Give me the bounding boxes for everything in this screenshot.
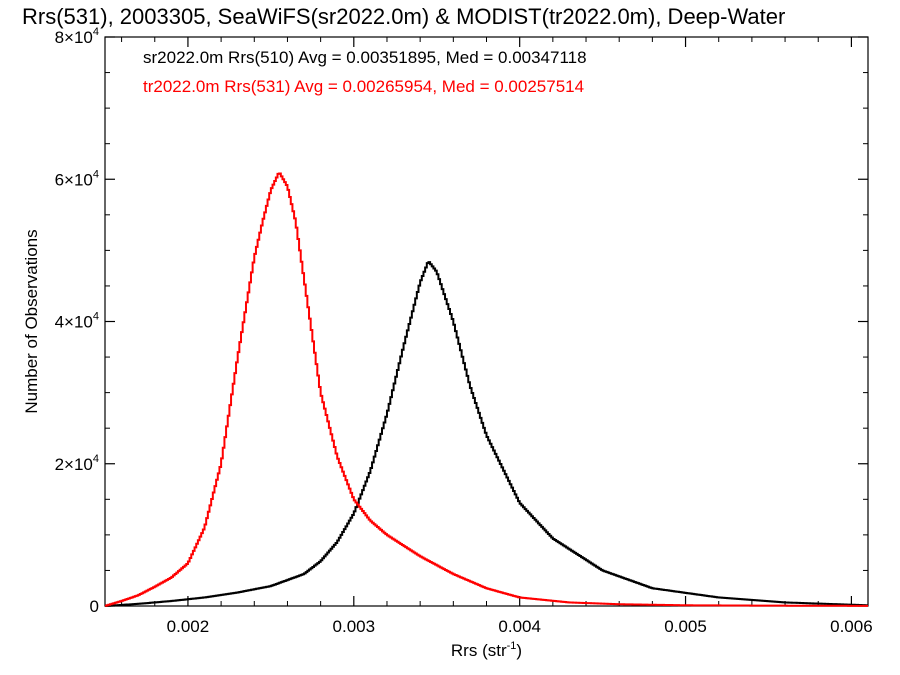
y-axis-label: Number of Observations [22,229,41,413]
chart-title: Rrs(531), 2003305, SeaWiFS(sr2022.0m) & … [22,4,785,29]
y-tick-base: 6×10 [55,170,93,189]
series-line-1 [105,172,868,607]
y-tick-exponent: 4 [93,26,99,38]
x-axis-label-close: ) [516,641,522,660]
x-axis-label: Rrs (str-1) [451,640,522,660]
y-tick-base: 4×10 [55,313,93,332]
legend-entry-sr2022: sr2022.0m Rrs(510) Avg = 0.00351895, Med… [143,48,587,67]
y-tick-exponent: 4 [93,168,99,180]
x-tick-label: 0.002 [167,617,210,636]
x-tick-label: 0.005 [664,617,707,636]
x-axis: 0.002 0.003 0.004 0.005 0.006 [121,37,873,636]
y-tick-label: 2×104 [55,453,99,474]
series-layer [105,172,868,607]
y-tick-exponent: 4 [93,453,99,465]
y-tick-base: 0 [90,597,99,616]
series-line-0 [105,261,868,607]
y-tick-base: 2×10 [55,455,93,474]
x-tick-label: 0.003 [333,617,376,636]
y-tick-base: 8×10 [55,28,93,47]
legend: sr2022.0m Rrs(510) Avg = 0.00351895, Med… [143,48,587,96]
y-tick-label: 0 [90,597,99,616]
x-axis-label-sup: -1 [507,640,517,652]
y-tick-label: 4×104 [55,311,99,332]
y-tick-exponent: 4 [93,311,99,323]
x-tick-label: 0.006 [830,617,873,636]
x-tick-label: 0.004 [498,617,541,636]
x-axis-label-text: Rrs (str [451,641,507,660]
plot-frame [104,36,869,607]
y-tick-label: 8×104 [55,26,99,47]
legend-entry-tr2022: tr2022.0m Rrs(531) Avg = 0.00265954, Med… [143,77,584,96]
y-tick-label: 6×104 [55,168,99,189]
